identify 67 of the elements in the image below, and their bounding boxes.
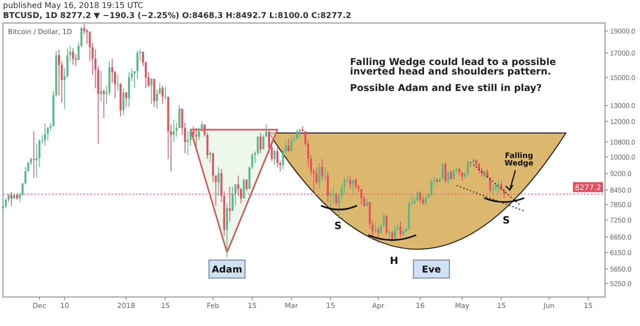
candlestick xyxy=(72,48,74,66)
candlestick xyxy=(442,162,444,180)
candlestick xyxy=(335,192,338,206)
candlestick xyxy=(352,179,354,194)
candlestick xyxy=(450,170,452,180)
candlestick xyxy=(391,230,394,242)
chart-title: BTCUSD, 1D 8277.2 ▼ −190.3 (−2.25%) O:8468.3 H:8492.7 L:8100.0 C:8277.2 xyxy=(3,11,352,20)
candlestick xyxy=(321,158,324,180)
annotation: H xyxy=(390,256,398,267)
candlestick xyxy=(332,186,334,204)
candlestick xyxy=(419,190,422,204)
candlestick xyxy=(416,190,418,202)
candlestick xyxy=(150,78,152,104)
chart-subtitle: published May 16, 2018 19:15 UTC xyxy=(3,1,144,10)
candlestick xyxy=(447,170,450,185)
candlestick xyxy=(162,85,164,104)
candlestick xyxy=(296,129,298,141)
candlestick xyxy=(232,186,234,212)
candlestick xyxy=(136,50,138,80)
annotation: Adam xyxy=(212,264,242,276)
candlestick xyxy=(122,88,124,116)
candlestick xyxy=(212,152,214,183)
candlestick xyxy=(242,178,245,199)
annotation: Falling Wedge could lead to a possible inverted head and shoulders pattern. xyxy=(350,57,556,78)
candlestick xyxy=(276,147,278,168)
candlestick xyxy=(209,150,212,164)
candlestick xyxy=(349,175,352,190)
candlestick xyxy=(100,70,102,102)
candlestick xyxy=(153,78,156,108)
candlestick xyxy=(172,119,175,142)
candlestick xyxy=(198,128,200,141)
candlestick xyxy=(32,130,35,178)
candlestick xyxy=(470,162,472,168)
candlestick xyxy=(394,225,396,239)
candlestick xyxy=(388,229,390,239)
candlestick xyxy=(374,221,376,234)
candlestick xyxy=(274,148,276,166)
candlestick xyxy=(262,134,264,150)
annotation: Eve xyxy=(422,264,441,276)
candlestick xyxy=(466,160,469,176)
candlestick xyxy=(128,72,130,108)
annotation: S xyxy=(502,215,510,226)
candlestick xyxy=(125,92,128,108)
candlestick xyxy=(290,136,292,152)
candlestick xyxy=(226,202,228,258)
candlestick xyxy=(318,162,320,190)
candlestick xyxy=(156,89,158,109)
candlestick xyxy=(218,166,220,196)
candlestick xyxy=(44,123,46,146)
candlestick xyxy=(444,162,446,184)
candlestick xyxy=(354,177,357,190)
candlestick xyxy=(260,132,262,154)
candlestick xyxy=(288,138,290,152)
candlestick xyxy=(36,143,38,178)
annotation: S xyxy=(334,221,342,232)
candlestick xyxy=(452,168,455,180)
annotation: Possible Adam and Eve still in play? xyxy=(350,83,542,94)
candlestick xyxy=(116,74,119,92)
candlestick xyxy=(377,226,380,244)
candlestick xyxy=(164,86,166,100)
candlestick xyxy=(386,214,388,235)
candlestick xyxy=(246,178,248,192)
candlestick xyxy=(186,130,189,156)
candlestick xyxy=(102,89,105,118)
candlestick xyxy=(430,179,432,196)
candlestick xyxy=(324,166,326,180)
candlestick xyxy=(400,221,402,238)
